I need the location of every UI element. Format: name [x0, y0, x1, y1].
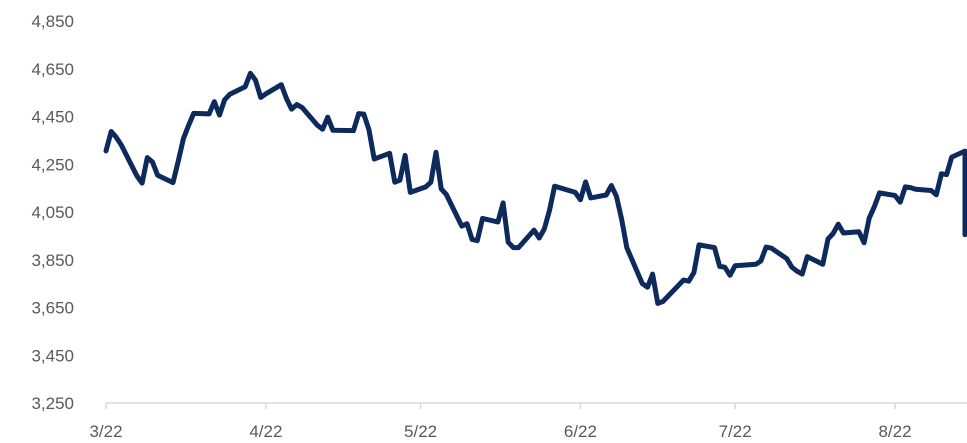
x-tick-label: 8/22 — [878, 422, 911, 441]
y-tick-label: 3,450 — [31, 346, 74, 365]
x-tick-label: 4/22 — [249, 422, 282, 441]
y-tick-label: 3,850 — [31, 251, 74, 270]
x-tick-label: 5/22 — [404, 422, 437, 441]
y-tick-label: 4,650 — [31, 60, 74, 79]
series-line — [103, 70, 967, 306]
x-tick-label: 6/22 — [564, 422, 597, 441]
y-tick-label: 3,250 — [31, 394, 74, 413]
y-tick-label: 4,850 — [31, 12, 74, 31]
y-tick-label: 3,650 — [31, 299, 74, 318]
y-axis: 3,250 3,450 3,650 3,850 4,050 4,250 4,450 4,650… — [31, 12, 74, 413]
y-tick-label: 4,450 — [31, 108, 74, 127]
x-tick-label: 3/22 — [89, 422, 122, 441]
x-tick-label: 7/22 — [719, 422, 752, 441]
y-tick-label: 4,250 — [31, 155, 74, 174]
x-axis: 3/22 4/22 5/22 6/22 7/22 8/22 — [89, 403, 912, 441]
y-tick-label: 4,050 — [31, 203, 74, 222]
